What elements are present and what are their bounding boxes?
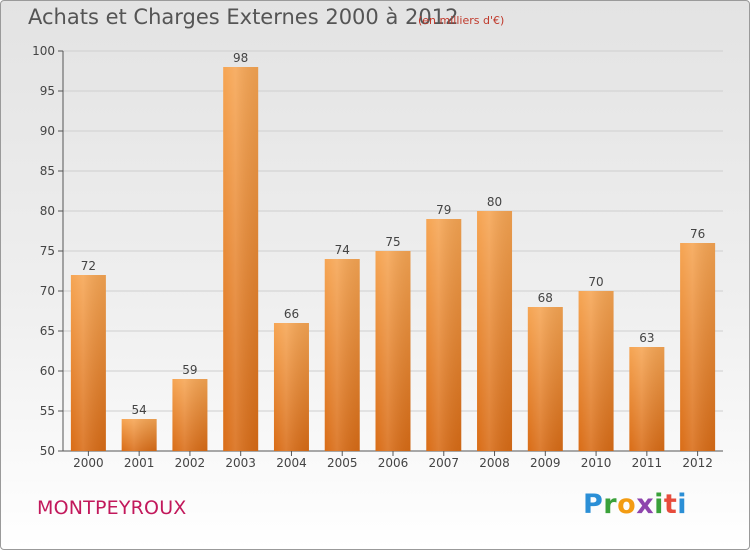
data-label: 80 — [487, 195, 502, 209]
commune-name: MONTPEYROUX — [37, 497, 187, 519]
bar-shine — [578, 291, 614, 451]
x-tick-label: 2003 — [225, 456, 256, 470]
x-tick-label: 2012 — [682, 456, 713, 470]
x-tick-label: 2004 — [276, 456, 307, 470]
bar-shine — [121, 419, 157, 451]
data-label: 72 — [81, 259, 96, 273]
y-tick-label: 100 — [32, 44, 55, 58]
data-label: 75 — [385, 235, 400, 249]
data-label: 59 — [182, 363, 197, 377]
data-label: 54 — [132, 403, 147, 417]
y-tick-label: 90 — [40, 124, 55, 138]
data-label: 74 — [335, 243, 350, 257]
logo-letter: x — [636, 489, 655, 520]
bar-shine — [680, 243, 716, 451]
proxiti-logo[interactable]: Proxiti — [583, 489, 687, 520]
y-tick-label: 60 — [40, 364, 55, 378]
chart-subtitle: (en milliers d'€) — [418, 14, 505, 27]
chart-title: Achats et Charges Externes 2000 à 2012 — [28, 5, 459, 29]
data-label: 76 — [690, 227, 705, 241]
logo-letter: o — [617, 489, 637, 520]
y-tick-label: 85 — [40, 164, 55, 178]
data-label: 63 — [639, 331, 654, 345]
data-label: 70 — [588, 275, 603, 289]
x-tick-label: 2001 — [124, 456, 155, 470]
x-tick-label: 2007 — [428, 456, 459, 470]
y-tick-label: 50 — [40, 444, 55, 458]
bar-shine — [172, 379, 208, 451]
y-tick-label: 80 — [40, 204, 55, 218]
y-tick-label: 55 — [40, 404, 55, 418]
bar-shine — [223, 67, 259, 451]
bar-shine — [273, 323, 309, 451]
x-tick-label: 2008 — [479, 456, 510, 470]
x-tick-label: 2009 — [530, 456, 561, 470]
bar-shine — [629, 347, 665, 451]
x-tick-label: 2005 — [327, 456, 358, 470]
x-tick-label: 2002 — [175, 456, 206, 470]
logo-letter: t — [663, 489, 678, 520]
x-tick-label: 2000 — [73, 456, 104, 470]
y-tick-label: 95 — [40, 84, 55, 98]
x-tick-label: 2011 — [632, 456, 663, 470]
bars — [70, 67, 716, 451]
logo-letter: P — [583, 489, 604, 520]
logo-letter: r — [603, 489, 618, 520]
logo-letter: i — [677, 489, 688, 520]
data-label: 79 — [436, 203, 451, 217]
y-tick-label: 70 — [40, 284, 55, 298]
bar-shine — [477, 211, 513, 451]
bar-shine — [426, 219, 462, 451]
logo-letter: i — [654, 489, 664, 520]
labels: 50 55 60 65 70 75 80 85 90 95 100 72 2000 54 2001 59 200… — [32, 44, 713, 470]
data-label: 98 — [233, 51, 248, 65]
data-label: 66 — [284, 307, 299, 321]
x-tick-label: 2010 — [581, 456, 612, 470]
y-tick-label: 65 — [40, 324, 55, 338]
x-tick-label: 2006 — [378, 456, 409, 470]
bar-shine — [324, 259, 360, 451]
bar-shine — [527, 307, 563, 451]
bar-shine — [70, 275, 106, 451]
data-label: 68 — [538, 291, 553, 305]
bar-shine — [375, 251, 411, 451]
y-tick-label: 75 — [40, 244, 55, 258]
